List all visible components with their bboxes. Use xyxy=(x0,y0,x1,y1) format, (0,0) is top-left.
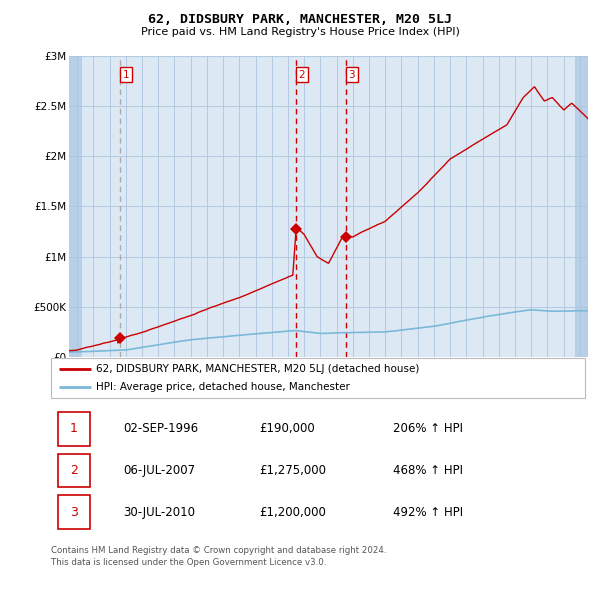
Text: 62, DIDSBURY PARK, MANCHESTER, M20 5LJ: 62, DIDSBURY PARK, MANCHESTER, M20 5LJ xyxy=(148,13,452,26)
Bar xyxy=(58,412,90,445)
Text: 3: 3 xyxy=(70,506,78,519)
Bar xyxy=(575,56,588,357)
Text: 06-JUL-2007: 06-JUL-2007 xyxy=(123,464,195,477)
Text: HPI: Average price, detached house, Manchester: HPI: Average price, detached house, Manc… xyxy=(97,382,350,392)
Text: 62, DIDSBURY PARK, MANCHESTER, M20 5LJ (detached house): 62, DIDSBURY PARK, MANCHESTER, M20 5LJ (… xyxy=(97,364,420,374)
Bar xyxy=(58,496,90,529)
Text: 468% ↑ HPI: 468% ↑ HPI xyxy=(393,464,463,477)
Text: 02-SEP-1996: 02-SEP-1996 xyxy=(123,422,198,435)
Text: £1,200,000: £1,200,000 xyxy=(259,506,326,519)
Text: 1: 1 xyxy=(123,70,130,80)
Text: Contains HM Land Registry data © Crown copyright and database right 2024.
This d: Contains HM Land Registry data © Crown c… xyxy=(51,546,386,566)
Text: 3: 3 xyxy=(349,70,355,80)
Text: 30-JUL-2010: 30-JUL-2010 xyxy=(123,506,195,519)
Bar xyxy=(69,56,82,357)
Text: 2: 2 xyxy=(70,464,78,477)
Text: 492% ↑ HPI: 492% ↑ HPI xyxy=(393,506,463,519)
Text: Price paid vs. HM Land Registry's House Price Index (HPI): Price paid vs. HM Land Registry's House … xyxy=(140,27,460,37)
Text: £190,000: £190,000 xyxy=(259,422,315,435)
Text: £1,275,000: £1,275,000 xyxy=(259,464,326,477)
Text: 206% ↑ HPI: 206% ↑ HPI xyxy=(393,422,463,435)
Bar xyxy=(58,454,90,487)
Text: 2: 2 xyxy=(299,70,305,80)
Text: 1: 1 xyxy=(70,422,78,435)
